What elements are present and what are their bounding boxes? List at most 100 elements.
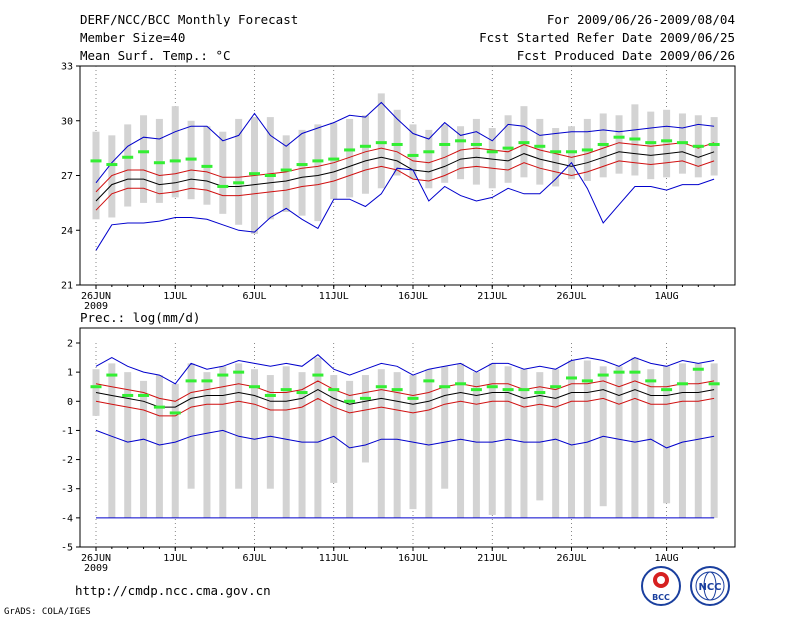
prec-range-bar	[647, 369, 655, 518]
prec-xtick-label: 26JUL	[556, 553, 586, 564]
temp-series-meanplusminus-sd	[95, 142, 715, 193]
prec-range-bar	[108, 363, 116, 518]
prec-year-label: 2009	[84, 563, 108, 574]
temp-observed-dash	[597, 142, 609, 146]
prec-xtick-label: 26JUN	[81, 553, 111, 564]
prec-xtick-label: 1AUG	[655, 553, 679, 564]
prec-observed-dash	[502, 388, 514, 392]
temperature-panel: 33 30 27 24 21 26JUN 1JUL 6JUL 11JUL 16JUL 21JUL 26…	[61, 62, 736, 312]
prec-observed-dash	[296, 391, 308, 395]
temp-xtick-label: 11JUL	[319, 291, 349, 302]
prec-range-bar	[520, 369, 528, 518]
prec-range-bar	[187, 363, 195, 489]
prec-observed-dash	[375, 385, 387, 389]
temp-observed-dash	[502, 146, 514, 150]
temp-range-bar	[425, 129, 433, 189]
temp-observed-dash	[708, 142, 720, 146]
prec-range-bar	[441, 366, 449, 489]
temp-range-bar	[615, 115, 623, 174]
prec-observed-dash	[455, 382, 467, 386]
prec-ytick-label: -4	[61, 513, 73, 524]
prec-observed-dash	[106, 373, 118, 377]
prec-observed-dash	[407, 396, 419, 400]
temp-observed-dash	[328, 157, 340, 161]
temp-ytick-label: 24	[61, 226, 73, 237]
prec-series-meanminus-sd	[95, 397, 715, 417]
prec-range-bar	[568, 360, 575, 518]
temp-observed-dash	[185, 157, 197, 161]
temp-range-bar	[361, 115, 369, 194]
temp-range-bar	[108, 135, 116, 218]
temp-range-bar	[472, 118, 480, 185]
temp-xtick-label: 26JUL	[556, 291, 586, 302]
temp-observed-dash	[455, 139, 467, 143]
temp-series-mean	[95, 151, 715, 202]
prec-observed-dash	[233, 370, 245, 374]
temp-observed-dash	[676, 141, 688, 145]
prec-ytick-label: -3	[61, 484, 73, 495]
prec-series-meanplusminus-sd	[95, 380, 715, 402]
prec-xtick-label: 11JUL	[319, 553, 349, 564]
prec-range-bar	[457, 363, 465, 518]
prec-range-bar	[393, 372, 401, 518]
temp-xtick-label: 1AUG	[655, 291, 679, 302]
prec-observed-dash	[518, 388, 530, 392]
prec-range-bar	[219, 366, 227, 518]
temp-range-bar	[330, 122, 338, 200]
temp-range-bar	[457, 126, 465, 180]
temp-observed-dash	[486, 150, 498, 154]
temp-range-bar	[488, 128, 496, 189]
prec-xtick-label: 6JUL	[242, 553, 266, 564]
prec-range-bar	[155, 375, 163, 518]
temp-observed-dash	[518, 141, 530, 145]
prec-observed-dash	[645, 379, 657, 383]
ncc-logo-meridian	[703, 571, 717, 601]
prec-observed-dash	[581, 379, 593, 383]
temp-xtick-label: 26JUN	[81, 291, 111, 302]
temp-observed-dash	[169, 159, 181, 163]
prec-observed-dash	[597, 373, 609, 377]
prec-observed-dash	[280, 388, 292, 392]
temp-observed-dash	[280, 168, 292, 172]
prec-range-bar	[631, 357, 639, 518]
prec-range-bar	[694, 363, 702, 518]
prec-observed-dash	[613, 370, 625, 374]
temp-xtick-label: 16JUL	[398, 291, 428, 302]
temp-range-bar	[266, 117, 274, 220]
prec-ytick-label: 2	[67, 339, 73, 350]
bcc-logo-text: BCC	[652, 593, 670, 602]
prec-observed-dash	[264, 393, 276, 397]
temp-range-bar	[536, 118, 544, 185]
prec-xtick-label: 1JUL	[163, 553, 187, 564]
prec-range-bar	[536, 372, 544, 501]
prec-series-max	[95, 354, 715, 385]
temp-xtick-label: 1JUL	[163, 291, 187, 302]
temp-observed-dash	[581, 148, 593, 152]
temp-observed-dash	[153, 161, 165, 165]
temp-range-bar	[140, 115, 148, 203]
prec-observed-dash	[550, 385, 562, 389]
temp-range-bar	[409, 124, 417, 180]
prec-observed-dash	[534, 391, 546, 395]
prec-observed-dash	[661, 388, 673, 392]
prec-xtick-label: 16JUL	[398, 553, 428, 564]
temp-year-label: 2009	[84, 301, 108, 312]
prec-range-bar	[504, 366, 512, 518]
precipitation-panel: 2 1 0 -1 -2 -3 -4 -5 26JUN 1JUL 6JUL 11JUL 16JUL 21JU…	[61, 327, 736, 574]
prec-range-bar	[552, 369, 560, 518]
temp-observed-dash	[264, 174, 276, 177]
member-size-label: Member Size=40	[80, 30, 185, 45]
prec-range-bar	[266, 375, 274, 489]
temp-range-bar	[393, 109, 401, 176]
temp-observed-dash	[217, 184, 229, 188]
prec-observed-dash	[676, 382, 688, 386]
prec-range-bar	[171, 383, 179, 518]
prec-range-bar	[346, 380, 354, 518]
temp-ytick-label: 21	[61, 281, 73, 292]
prec-series-min	[95, 429, 715, 449]
prec-observed-dash	[185, 379, 197, 383]
temp-range-bar	[647, 111, 655, 180]
fcst-produced-label: Fcst Produced Date 2009/06/26	[517, 48, 735, 63]
prec-observed-dash	[153, 405, 165, 409]
prec-observed-dash	[312, 373, 324, 377]
